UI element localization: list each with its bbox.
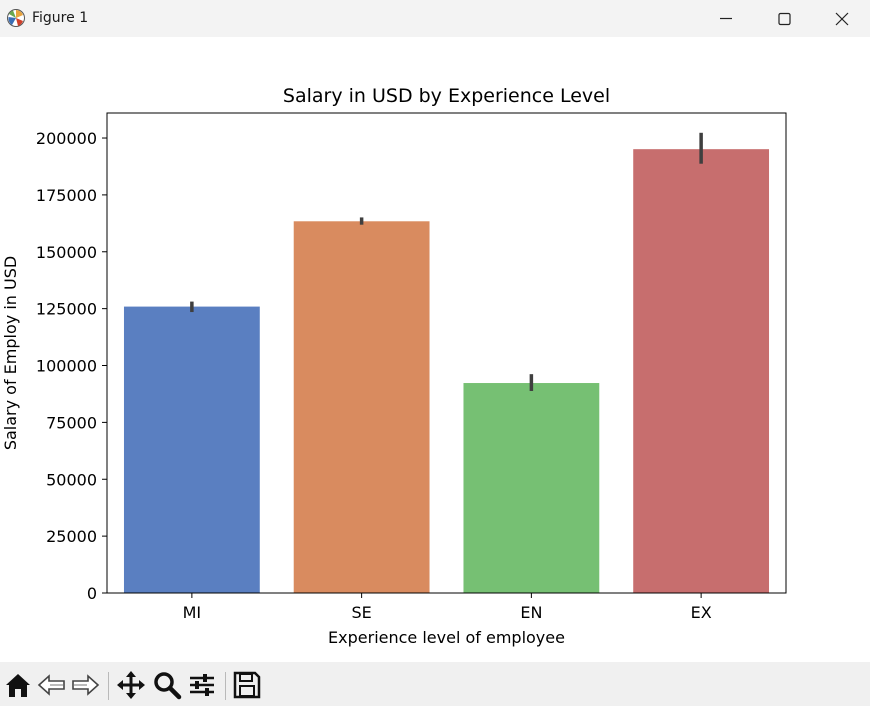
y-tick-label: 0	[87, 584, 97, 603]
minimize-icon	[720, 17, 732, 20]
x-tick-label: EX	[691, 603, 712, 622]
y-tick-label: 125000	[36, 300, 97, 319]
y-tick-label: 100000	[36, 357, 97, 376]
bar-ex	[633, 149, 770, 593]
forward-button[interactable]	[70, 670, 100, 700]
back-button[interactable]	[37, 670, 67, 700]
y-tick-label: 25000	[46, 527, 97, 546]
configure-subplots-icon	[190, 674, 214, 696]
window-titlebar: Figure 1	[0, 0, 870, 37]
maximize-button[interactable]	[755, 0, 813, 37]
bar-en	[463, 383, 600, 593]
bar-chart: 0 25000 50000 75000 100000 125000 150000 175000…	[1, 85, 787, 647]
zoom-icon	[154, 672, 182, 700]
y-tick-label: 150000	[36, 243, 97, 262]
bar-mi	[123, 306, 260, 593]
axes-frame	[106, 112, 787, 594]
y-tick-label: 175000	[36, 186, 97, 205]
y-tick-label: 75000	[46, 413, 97, 432]
home-icon	[6, 674, 30, 697]
x-axis-label: Experience level of employee	[328, 628, 565, 647]
x-tick-label: MI	[183, 603, 202, 622]
figure-canvas: 0 25000 50000 75000 100000 125000 150000 175000…	[0, 37, 870, 662]
minimize-button[interactable]	[697, 0, 755, 37]
window-title: Figure 1	[32, 10, 89, 26]
forward-icon	[72, 674, 100, 696]
maximize-icon	[778, 12, 791, 26]
close-button[interactable]	[813, 0, 870, 37]
configure-subplots-button[interactable]	[187, 670, 217, 700]
x-tick-label: EN	[520, 603, 542, 622]
chart-title: Salary in USD by Experience Level	[283, 85, 610, 107]
x-tick-label: SE	[351, 603, 371, 622]
bar-se	[293, 221, 430, 593]
y-tick-label: 200000	[36, 129, 97, 148]
y-axis-label: Salary of Employ in USD	[1, 256, 20, 450]
close-icon	[835, 12, 849, 26]
pan-icon	[117, 671, 145, 699]
save-button[interactable]	[232, 670, 262, 700]
y-tick-label: 50000	[46, 470, 97, 489]
toolbar-separator	[225, 672, 226, 700]
navigation-toolbar	[0, 662, 870, 706]
pan-button[interactable]	[116, 670, 146, 700]
zoom-button[interactable]	[152, 670, 182, 700]
matplotlib-icon	[7, 9, 25, 27]
home-button[interactable]	[3, 670, 33, 700]
back-icon	[37, 674, 65, 696]
toolbar-separator	[108, 672, 109, 700]
save-icon	[233, 671, 261, 699]
